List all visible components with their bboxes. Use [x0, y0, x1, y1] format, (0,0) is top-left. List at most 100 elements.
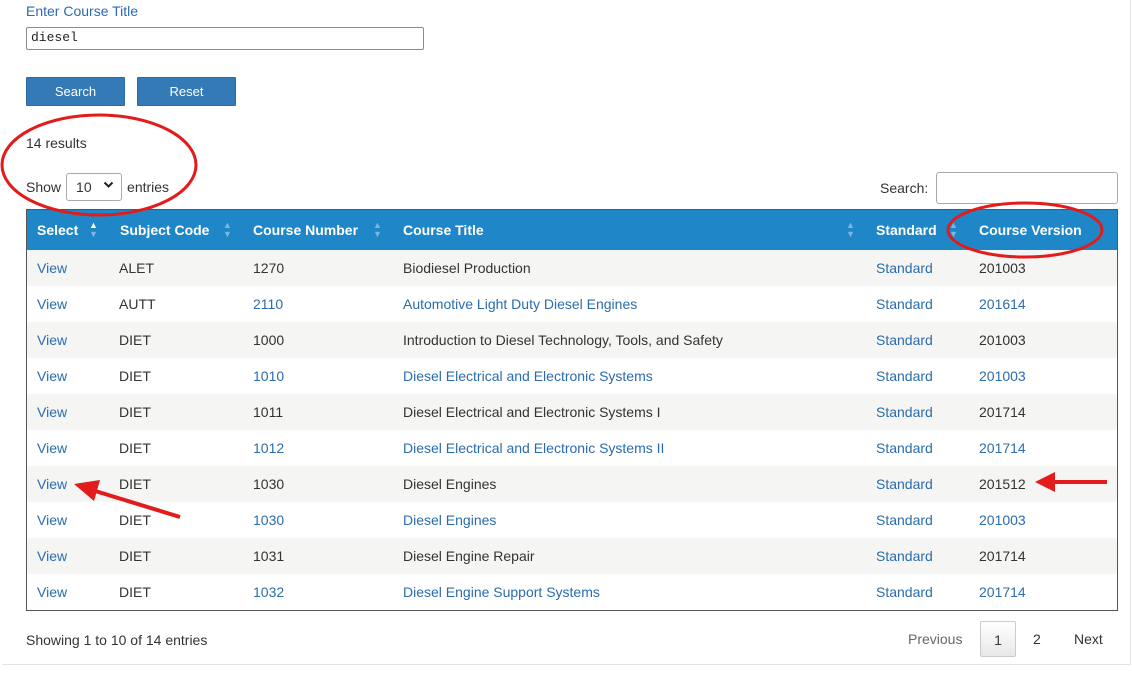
- column-header-label: Select: [37, 222, 79, 238]
- column-header-select[interactable]: Select: [37, 210, 78, 250]
- subject-code-cell: DIET: [119, 440, 151, 456]
- table-row: View DIET 1011 Diesel Electrical and Electr…: [27, 394, 1117, 430]
- view-link[interactable]: View: [37, 476, 68, 492]
- results-count: 14 results: [26, 135, 87, 151]
- standard-cell: Standard: [876, 476, 933, 492]
- table-row: View DIET 1030 Diesel Engines Standard 201003: [27, 502, 1117, 538]
- course-number-cell: 1010: [253, 368, 285, 384]
- column-header-subject-code[interactable]: Subject Code: [120, 210, 209, 250]
- course-version-cell: 201003: [979, 260, 1026, 276]
- course-version-cell: 201003: [979, 332, 1026, 348]
- table-row: View DIET 1012 Diesel Electrical and Electr…: [27, 430, 1117, 466]
- subject-code-cell: DIET: [119, 548, 151, 564]
- course-version-cell: 201003: [979, 512, 1026, 528]
- view-link[interactable]: View: [37, 440, 68, 456]
- course-number-cell: 2110: [253, 296, 284, 312]
- entries-per-page-select[interactable]: 10: [66, 173, 123, 201]
- course-title-cell: Diesel Engine Support Systems: [403, 584, 600, 600]
- subject-code-cell: DIET: [119, 332, 151, 348]
- course-version-cell: 201714: [979, 404, 1026, 420]
- subject-code-cell: ALET: [119, 260, 155, 276]
- page-length-control: Show 10 entries: [26, 173, 169, 201]
- column-header-course-version[interactable]: Course Version: [979, 210, 1082, 250]
- courses-table: Select ▲ ▼ Subject Code ▲ ▼ Course Number …: [26, 209, 1118, 611]
- course-title-cell: Diesel Electrical and Electronic Systems: [403, 368, 653, 384]
- standard-cell: Standard: [876, 332, 933, 348]
- view-link[interactable]: View: [37, 512, 68, 528]
- course-title-cell: Diesel Electrical and Electronic Systems…: [403, 440, 665, 456]
- view-link[interactable]: View: [37, 368, 68, 384]
- course-number-cell: 1270: [253, 260, 285, 276]
- table-row: View DIET 1031 Diesel Engine Repair Standard…: [27, 538, 1117, 574]
- subject-code-cell: DIET: [119, 404, 151, 420]
- course-title-cell: Diesel Electrical and Electronic Systems…: [403, 404, 661, 420]
- standard-cell: Standard: [876, 548, 933, 564]
- reset-button[interactable]: Reset: [137, 77, 236, 106]
- course-version-cell: 201512: [979, 476, 1026, 492]
- view-link[interactable]: View: [37, 404, 68, 420]
- standard-cell: Standard: [876, 404, 933, 420]
- table-header: Select ▲ ▼ Subject Code ▲ ▼ Course Number …: [27, 210, 1117, 250]
- standard-cell: Standard: [876, 440, 933, 456]
- view-link[interactable]: View: [37, 296, 68, 312]
- page-1-button[interactable]: 1: [980, 621, 1016, 657]
- course-title-input[interactable]: diesel: [26, 27, 424, 50]
- subject-code-cell: AUTT: [119, 296, 156, 312]
- standard-cell: Standard: [876, 584, 933, 600]
- column-header-course-number[interactable]: Course Number: [253, 210, 358, 250]
- course-title-cell: Automotive Light Duty Diesel Engines: [403, 296, 638, 312]
- table-info: Showing 1 to 10 of 14 entries: [26, 632, 208, 648]
- sort-icon: ▲ ▼: [373, 220, 382, 239]
- standard-cell: Standard: [876, 260, 933, 276]
- course-number-cell: 1032: [253, 584, 285, 600]
- page-2-button[interactable]: 2: [1033, 631, 1041, 647]
- column-header-label: Standard: [876, 222, 937, 238]
- table-row: View DIET 1000 Introduction to Diesel Techn…: [27, 322, 1117, 358]
- course-number-cell: 1031: [253, 548, 285, 564]
- course-title-cell: Biodiesel Production: [403, 260, 531, 276]
- sort-icon: ▲ ▼: [949, 220, 958, 239]
- sort-icon: ▲ ▼: [846, 220, 855, 239]
- course-title-cell: Introduction to Diesel Technology, Tools…: [403, 332, 723, 348]
- subject-code-cell: DIET: [119, 476, 151, 492]
- course-version-cell: 201714: [979, 584, 1026, 600]
- next-page-button[interactable]: Next: [1074, 631, 1103, 647]
- view-link[interactable]: View: [37, 332, 68, 348]
- table-row: View ALET 1270 Biodiesel Production Standard…: [27, 250, 1117, 286]
- table-row: View DIET 1032 Diesel Engine Support System…: [27, 574, 1117, 610]
- entries-label: entries: [127, 179, 170, 195]
- course-number-cell: 1000: [253, 332, 285, 348]
- view-link[interactable]: View: [37, 548, 68, 564]
- column-header-label: Course Title: [403, 222, 484, 238]
- sort-icon: ▲ ▼: [223, 220, 232, 239]
- course-number-cell: 1030: [253, 476, 285, 492]
- course-version-cell: 201714: [979, 548, 1026, 564]
- standard-cell: Standard: [876, 512, 933, 528]
- course-number-cell: 1030: [253, 512, 285, 528]
- course-version-cell: 201003: [979, 368, 1026, 384]
- column-header-standard[interactable]: Standard: [876, 210, 937, 250]
- course-version-cell: 201714: [979, 440, 1026, 456]
- course-title-cell: Diesel Engine Repair: [403, 548, 535, 564]
- standard-cell: Standard: [876, 296, 933, 312]
- course-title-label: Enter Course Title: [26, 3, 139, 19]
- search-button[interactable]: Search: [26, 77, 125, 106]
- chevron-down-icon: [103, 179, 114, 193]
- course-number-cell: 1011: [253, 404, 284, 420]
- entries-per-page-value: 10: [76, 179, 92, 195]
- column-header-label: Course Version: [979, 222, 1082, 238]
- subject-code-cell: DIET: [119, 512, 151, 528]
- view-link[interactable]: View: [37, 584, 68, 600]
- column-header-course-title[interactable]: Course Title: [403, 210, 484, 250]
- view-link[interactable]: View: [37, 260, 68, 276]
- column-header-label: Course Number: [253, 222, 359, 238]
- standard-cell: Standard: [876, 368, 933, 384]
- table-row: View DIET 1030 Diesel Engines Standard 201512: [27, 466, 1117, 502]
- previous-page-button[interactable]: Previous: [908, 631, 963, 647]
- table-search-input[interactable]: [936, 172, 1118, 204]
- table-search-label: Search:: [880, 180, 929, 196]
- show-label: Show: [26, 179, 62, 195]
- table-row: View DIET 1010 Diesel Electrical and Electr…: [27, 358, 1117, 394]
- course-number-cell: 1012: [253, 440, 285, 456]
